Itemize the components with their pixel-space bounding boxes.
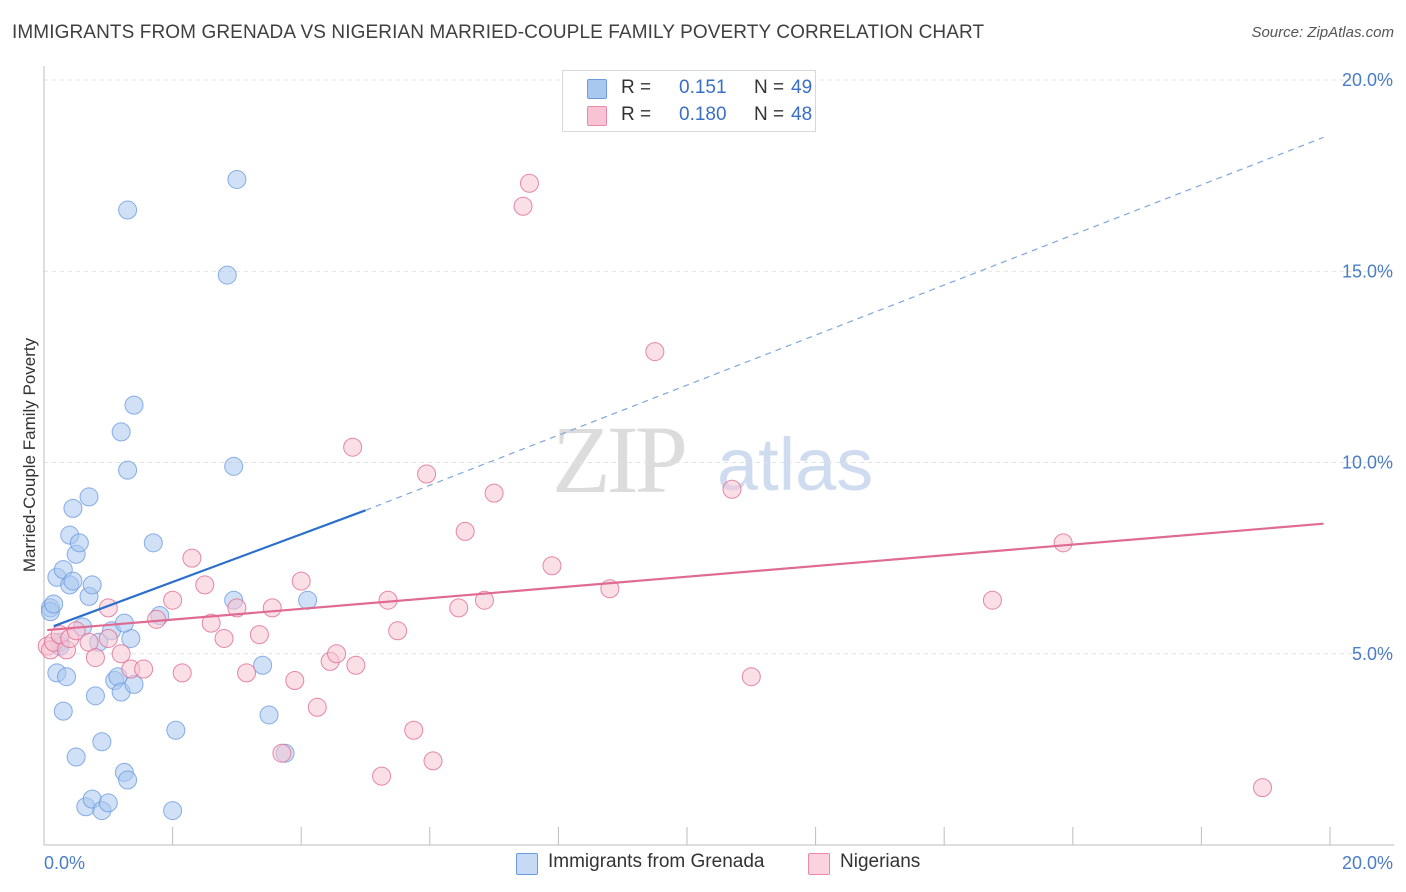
grenada-point <box>118 770 138 790</box>
y-tick-label: 15.0% <box>1342 261 1393 281</box>
grenada-point <box>259 705 279 725</box>
nigerian-point <box>423 751 443 771</box>
series-label-nigerians: Nigerians <box>840 851 921 872</box>
grenada-point <box>57 667 77 687</box>
grenada-point <box>118 200 138 220</box>
nigerian-point <box>1252 778 1272 798</box>
nigerian-point <box>474 590 494 610</box>
nigerian-point <box>722 479 742 499</box>
legend-swatch-nigerians <box>587 106 607 126</box>
nigerian-point <box>327 644 347 664</box>
nigerian-point <box>134 659 154 679</box>
stats-legend: R = 0.151 N = 49 R = 0.180 N = 48 <box>562 70 816 132</box>
nigerian-point <box>1053 533 1073 553</box>
nigerian-point <box>741 667 761 687</box>
nigerian-point <box>111 644 131 664</box>
grenada-point <box>253 655 273 675</box>
grenada-point <box>79 487 99 507</box>
x-tick-label: 0.0% <box>44 853 85 873</box>
nigerian-point <box>982 590 1002 610</box>
grenada-point <box>63 571 83 591</box>
grenada-point <box>92 732 112 752</box>
series-label-grenada: Immigrants from Grenada <box>548 851 765 872</box>
nigerian-point <box>227 598 247 618</box>
y-tick-label: 10.0% <box>1342 453 1393 473</box>
grenada-point <box>82 575 102 595</box>
nigerian-point <box>182 548 202 568</box>
grenada-point <box>69 533 89 553</box>
grenada-point <box>85 686 105 706</box>
nigerian-point <box>307 697 327 717</box>
nigerian-point <box>249 625 269 645</box>
series-swatch-grenada <box>516 853 538 875</box>
grenada-point <box>166 720 186 740</box>
nigerian-point <box>449 598 469 618</box>
legend-n-label: N = <box>754 77 785 98</box>
grenada-point <box>224 456 244 476</box>
nigerian-point <box>455 521 475 541</box>
nigerian-point <box>163 590 183 610</box>
nigerian-point <box>285 671 305 691</box>
legend-swatch-grenada <box>587 79 607 99</box>
x-tick-label: 20.0% <box>1342 853 1393 873</box>
nigerian-point <box>272 743 292 763</box>
legend-r-label: R = <box>621 77 652 98</box>
grenada-point <box>227 169 247 189</box>
nigerian-point <box>645 342 665 362</box>
grenada-point <box>53 701 73 721</box>
grenada-point <box>111 422 131 442</box>
nigerian-point <box>262 598 282 618</box>
nigerian-point <box>388 621 408 641</box>
grenada-point <box>217 265 237 285</box>
y-tick-label: 20.0% <box>1342 70 1393 90</box>
legend-n-value-nigerians: 48 <box>791 104 813 125</box>
grenada-point <box>98 793 118 813</box>
nigerian-point <box>201 613 221 633</box>
nigerian-point <box>98 628 118 648</box>
nigerian-point <box>372 766 392 786</box>
nigerian-point <box>237 663 257 683</box>
nigerian-point <box>346 655 366 675</box>
chart-title: IMMIGRANTS FROM GRENADA VS NIGERIAN MARR… <box>12 22 985 43</box>
grenada-point <box>66 747 86 767</box>
nigerian-point <box>291 571 311 591</box>
nigerian-point <box>417 464 437 484</box>
nigerian-point <box>195 575 215 595</box>
watermark-zip: ZIP <box>552 406 685 513</box>
nigerian-point <box>343 437 363 457</box>
nigerian-point <box>542 556 562 576</box>
legend-r-value-nigerians: 0.180 <box>679 104 727 125</box>
grenada-point <box>143 533 163 553</box>
watermark: ZIP atlas <box>552 406 873 513</box>
nigerian-point <box>484 483 504 503</box>
nigerian-point <box>214 628 234 648</box>
chart-source: Source: ZipAtlas.com <box>1251 24 1394 41</box>
series-swatch-nigerians <box>808 853 830 875</box>
nigerian-point <box>513 196 533 216</box>
grenada-point <box>124 395 144 415</box>
legend-n-value-grenada: 49 <box>791 77 813 98</box>
nigerian-point <box>172 663 192 683</box>
grenada-point <box>44 594 64 614</box>
legend-r-value-grenada: 0.151 <box>679 77 727 98</box>
grenada-trend-line <box>53 509 366 628</box>
grenada-point <box>63 498 83 518</box>
grenada-point <box>298 590 318 610</box>
grenada-point <box>118 460 138 480</box>
nigerian-trend-line <box>47 522 1324 632</box>
legend-n-label: N = <box>754 104 785 125</box>
watermark-atlas: atlas <box>717 423 873 506</box>
nigerian-point <box>519 173 539 193</box>
nigerian-point <box>85 648 105 668</box>
nigerian-point <box>404 720 424 740</box>
y-tick-label: 5.0% <box>1352 644 1393 664</box>
legend-r-label: R = <box>621 104 652 125</box>
grenada-point <box>163 801 183 821</box>
grenada-point <box>124 674 144 694</box>
